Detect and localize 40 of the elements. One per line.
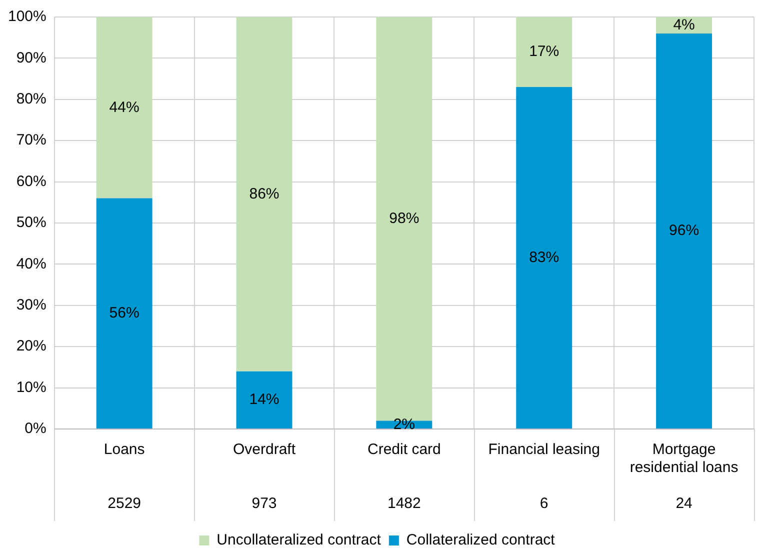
x-tick-label: Credit card [368, 441, 441, 458]
y-tick-label: 60% [16, 172, 46, 190]
data-label: 86% [249, 185, 280, 202]
data-label: 98% [389, 210, 420, 228]
y-tick-label: 100% [8, 8, 46, 26]
bar [516, 87, 572, 428]
text: 973 [252, 495, 277, 512]
y-tick-label: 30% [16, 296, 46, 314]
text: 1482 [387, 495, 421, 512]
legend-label: Collateralized contract [406, 532, 556, 549]
y-tick-label: 10% [16, 378, 46, 396]
x-tick-label: Financial leasing [488, 441, 600, 458]
data-label: 14% [249, 391, 280, 408]
y-tick-label: 80% [16, 90, 46, 108]
bar [656, 33, 712, 428]
y-tick-label: 90% [16, 49, 46, 66]
y-tick-label: 20% [16, 338, 46, 355]
bar [96, 198, 152, 428]
data-label: 17% [529, 43, 560, 60]
text: 2529 [108, 495, 142, 512]
y-tick-label: 50% [16, 214, 46, 232]
x-tick-label: Overdraft [232, 441, 296, 458]
y-tick-label: 40% [16, 255, 46, 272]
x-tick-label: Loans [104, 441, 145, 458]
data-label: 83% [529, 248, 560, 266]
data-label: 56% [109, 304, 140, 322]
data-label: 2% [393, 416, 416, 433]
y-tick-label: 0% [24, 420, 46, 438]
bar [96, 17, 152, 198]
legend-label: Uncollateralized contract [216, 532, 382, 549]
y-tick-label: 70% [16, 132, 46, 149]
data-label: 44% [109, 98, 140, 116]
data-label: 96% [669, 222, 700, 240]
data-label: 4% [673, 16, 695, 34]
bar [236, 371, 292, 428]
bar [516, 17, 572, 88]
bar [236, 17, 292, 372]
x-tick-label: Mortgage residential loans [630, 441, 738, 476]
text: 6 [540, 495, 548, 512]
text: 24 [676, 495, 692, 512]
